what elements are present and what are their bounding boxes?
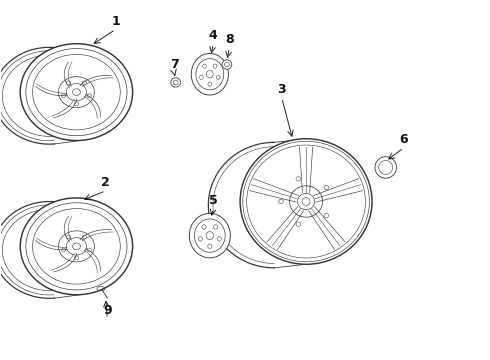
Ellipse shape <box>189 213 230 258</box>
Ellipse shape <box>375 157 396 178</box>
Text: 2: 2 <box>101 176 110 189</box>
Ellipse shape <box>20 198 133 295</box>
Text: 7: 7 <box>170 58 178 71</box>
Text: 5: 5 <box>209 194 218 207</box>
Text: 3: 3 <box>277 83 286 96</box>
Text: 1: 1 <box>111 15 120 28</box>
Ellipse shape <box>222 60 232 69</box>
Text: 8: 8 <box>225 33 234 46</box>
Ellipse shape <box>171 78 180 87</box>
Text: 4: 4 <box>209 29 218 42</box>
Text: 6: 6 <box>399 133 408 146</box>
Text: 9: 9 <box>103 305 112 318</box>
Ellipse shape <box>240 139 372 264</box>
Ellipse shape <box>191 53 228 95</box>
Ellipse shape <box>20 44 133 140</box>
